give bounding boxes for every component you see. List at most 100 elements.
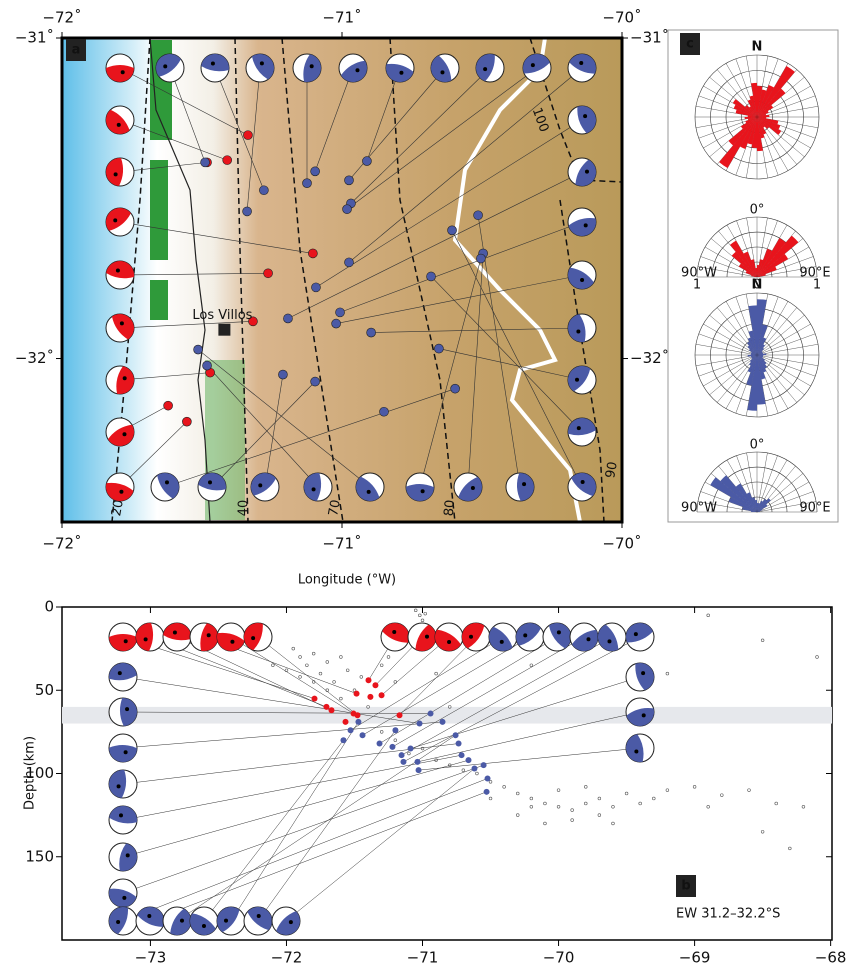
event xyxy=(340,737,346,743)
seismicity xyxy=(612,805,615,808)
connector xyxy=(123,765,484,893)
event xyxy=(471,766,477,772)
event xyxy=(243,131,252,140)
beachball-dot xyxy=(580,278,584,282)
beachball-dot xyxy=(147,914,151,918)
connector xyxy=(402,637,612,755)
beachball-quadrant xyxy=(136,623,153,651)
beachball-dot xyxy=(124,750,128,754)
beachball-dot xyxy=(117,123,121,127)
event xyxy=(453,732,459,738)
event xyxy=(451,384,460,393)
event xyxy=(448,226,457,235)
seismicity xyxy=(652,797,655,800)
event xyxy=(392,727,398,733)
seismicity xyxy=(748,789,751,792)
seismicity xyxy=(666,789,669,792)
event xyxy=(427,272,436,281)
beachball-dot xyxy=(163,64,167,68)
seismicity xyxy=(788,847,791,850)
seismicity xyxy=(530,805,533,808)
event xyxy=(283,314,292,323)
seismicity xyxy=(761,830,764,833)
seismicity xyxy=(530,797,533,800)
x-tick-label: −72 xyxy=(271,949,303,967)
connector xyxy=(392,637,584,747)
section-note: EW 31.2–32.2°S xyxy=(676,907,780,922)
contour-label: 20 xyxy=(109,499,127,518)
seismicity xyxy=(292,647,295,650)
seismicity xyxy=(299,656,302,659)
seismicity xyxy=(326,661,329,664)
seismicity xyxy=(544,822,547,825)
y-tick-label: 50 xyxy=(35,681,54,699)
place-label: Los Villos xyxy=(192,308,252,323)
event xyxy=(264,269,273,278)
event xyxy=(343,205,352,214)
connector xyxy=(403,637,640,762)
seismicity xyxy=(625,792,628,795)
seismicity xyxy=(421,619,424,622)
beachball-dot xyxy=(119,490,123,494)
seismicity xyxy=(598,797,601,800)
beachball-dot xyxy=(180,919,184,923)
beachball-dot xyxy=(367,490,371,494)
beachball-dot xyxy=(117,784,121,788)
event xyxy=(311,167,320,176)
beachball-dot xyxy=(289,920,293,924)
y-tick-label: −31˚ xyxy=(630,29,669,47)
beachball-dot xyxy=(124,639,128,643)
event xyxy=(311,696,317,702)
x-tick-label: −71˚ xyxy=(322,535,361,553)
seismicity xyxy=(557,805,560,808)
beachball-dot xyxy=(576,329,580,333)
beachball-dot xyxy=(440,70,444,74)
beachball-dot xyxy=(113,218,117,222)
event xyxy=(440,719,446,725)
figure: −72˚−72˚−71˚−71˚−70˚−70˚−31˚−31˚−32˚−32˚… xyxy=(0,0,847,969)
seismicity xyxy=(761,639,764,642)
beachball-dot xyxy=(584,223,588,227)
beachball-dot xyxy=(116,268,120,272)
rose-scale-label: 1 xyxy=(693,278,701,293)
seismicity xyxy=(775,802,778,805)
x-tick-label: −71˚ xyxy=(322,9,361,27)
beachball-dot xyxy=(121,70,125,74)
beachball-dot xyxy=(123,376,127,380)
event xyxy=(400,759,406,765)
event xyxy=(336,308,345,317)
beachball-dot xyxy=(447,640,451,644)
beachball-dot xyxy=(523,633,527,637)
event xyxy=(372,682,378,688)
x-tick-label: −72˚ xyxy=(42,535,81,553)
event xyxy=(399,752,405,758)
y-tick-label: 150 xyxy=(25,847,54,865)
beachball-dot xyxy=(119,813,123,817)
seismicity xyxy=(360,676,363,679)
connector xyxy=(258,637,357,715)
connector xyxy=(286,769,474,921)
seismicity xyxy=(380,664,383,667)
beachball-dot xyxy=(425,635,429,639)
beachball-dot xyxy=(126,853,130,857)
beachball-dot xyxy=(586,637,590,641)
beachball-dot xyxy=(116,920,120,924)
seismicity xyxy=(707,614,710,617)
seismicity xyxy=(503,785,506,788)
beachball-dot xyxy=(483,67,487,71)
seismicity xyxy=(489,780,492,783)
event xyxy=(465,757,471,763)
beachball-dot xyxy=(583,114,587,118)
beachball-dot xyxy=(224,919,228,923)
seismicity xyxy=(319,672,322,675)
panel-label-text: b xyxy=(681,879,690,894)
event xyxy=(377,741,383,747)
seismicity xyxy=(312,652,315,655)
event xyxy=(311,283,320,292)
event xyxy=(397,712,403,718)
beachball-dot xyxy=(258,483,262,487)
event xyxy=(408,746,414,752)
beachball-dot xyxy=(641,671,645,675)
y-tick-label: 0 xyxy=(44,598,54,616)
x-tick-label: −72˚ xyxy=(42,9,81,27)
